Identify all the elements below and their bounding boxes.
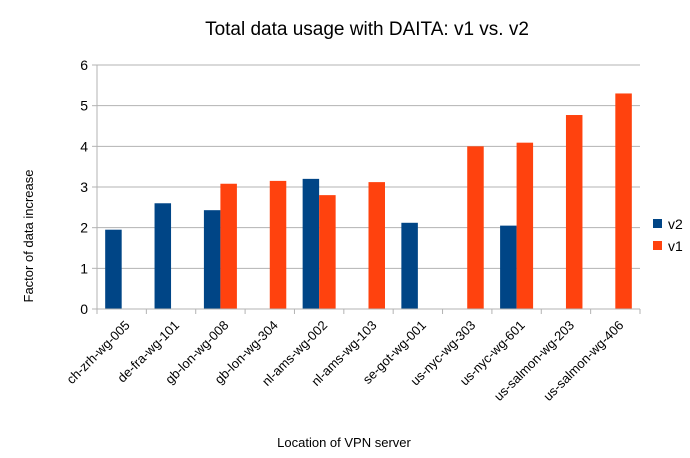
y-tick-label: 2 bbox=[80, 220, 88, 236]
chart-title: Total data usage with DAITA: v1 vs. v2 bbox=[205, 19, 529, 40]
y-axis-label: Factor of data increase bbox=[21, 170, 36, 303]
legend-label-v1: v1 bbox=[668, 238, 683, 254]
bar-v1-gb-lon-wg-008 bbox=[220, 183, 237, 309]
bar-v2-us-nyc-wg-601 bbox=[500, 225, 517, 309]
y-tick-label: 6 bbox=[80, 57, 88, 73]
legend-swatch-v1 bbox=[653, 241, 662, 250]
bar-v2-se-got-wg-001 bbox=[401, 222, 418, 309]
y-tick-label: 5 bbox=[80, 98, 88, 114]
bar-v1-nl-ams-wg-103 bbox=[368, 182, 385, 309]
x-axis-label: Location of VPN server bbox=[277, 435, 411, 450]
legend-swatch-v2 bbox=[653, 219, 662, 228]
bar-v1-nl-ams-wg-002 bbox=[319, 195, 336, 309]
y-tick-label: 4 bbox=[80, 138, 88, 154]
bar-v1-gb-lon-wg-304 bbox=[269, 180, 287, 309]
grid-lines bbox=[92, 64, 640, 310]
bar-v2-de-fra-wg-101 bbox=[154, 203, 172, 309]
bar-v2-nl-ams-wg-002 bbox=[302, 178, 320, 309]
bar-v1-us-nyc-wg-601 bbox=[516, 142, 534, 309]
y-tick-label: 0 bbox=[80, 301, 88, 317]
bar-v1-us-nyc-wg-303 bbox=[467, 146, 484, 309]
bar-v1-us-salmon-wg-203 bbox=[565, 115, 583, 310]
axes bbox=[96, 65, 641, 314]
bar-v1-us-salmon-wg-406 bbox=[615, 93, 632, 309]
x-tick-labels: ch-zrh-wg-005de-fra-wg-101gb-lon-wg-008g… bbox=[63, 318, 626, 404]
bar-v2-ch-zrh-wg-005 bbox=[105, 229, 122, 309]
bars bbox=[105, 93, 632, 310]
y-tick-label: 1 bbox=[80, 260, 88, 276]
legend-label-v2: v2 bbox=[668, 216, 683, 232]
y-tick-labels: 0 1 2 3 4 5 6 bbox=[80, 57, 88, 317]
y-tick-label: 3 bbox=[80, 179, 88, 195]
bar-v2-gb-lon-wg-008 bbox=[203, 210, 221, 309]
